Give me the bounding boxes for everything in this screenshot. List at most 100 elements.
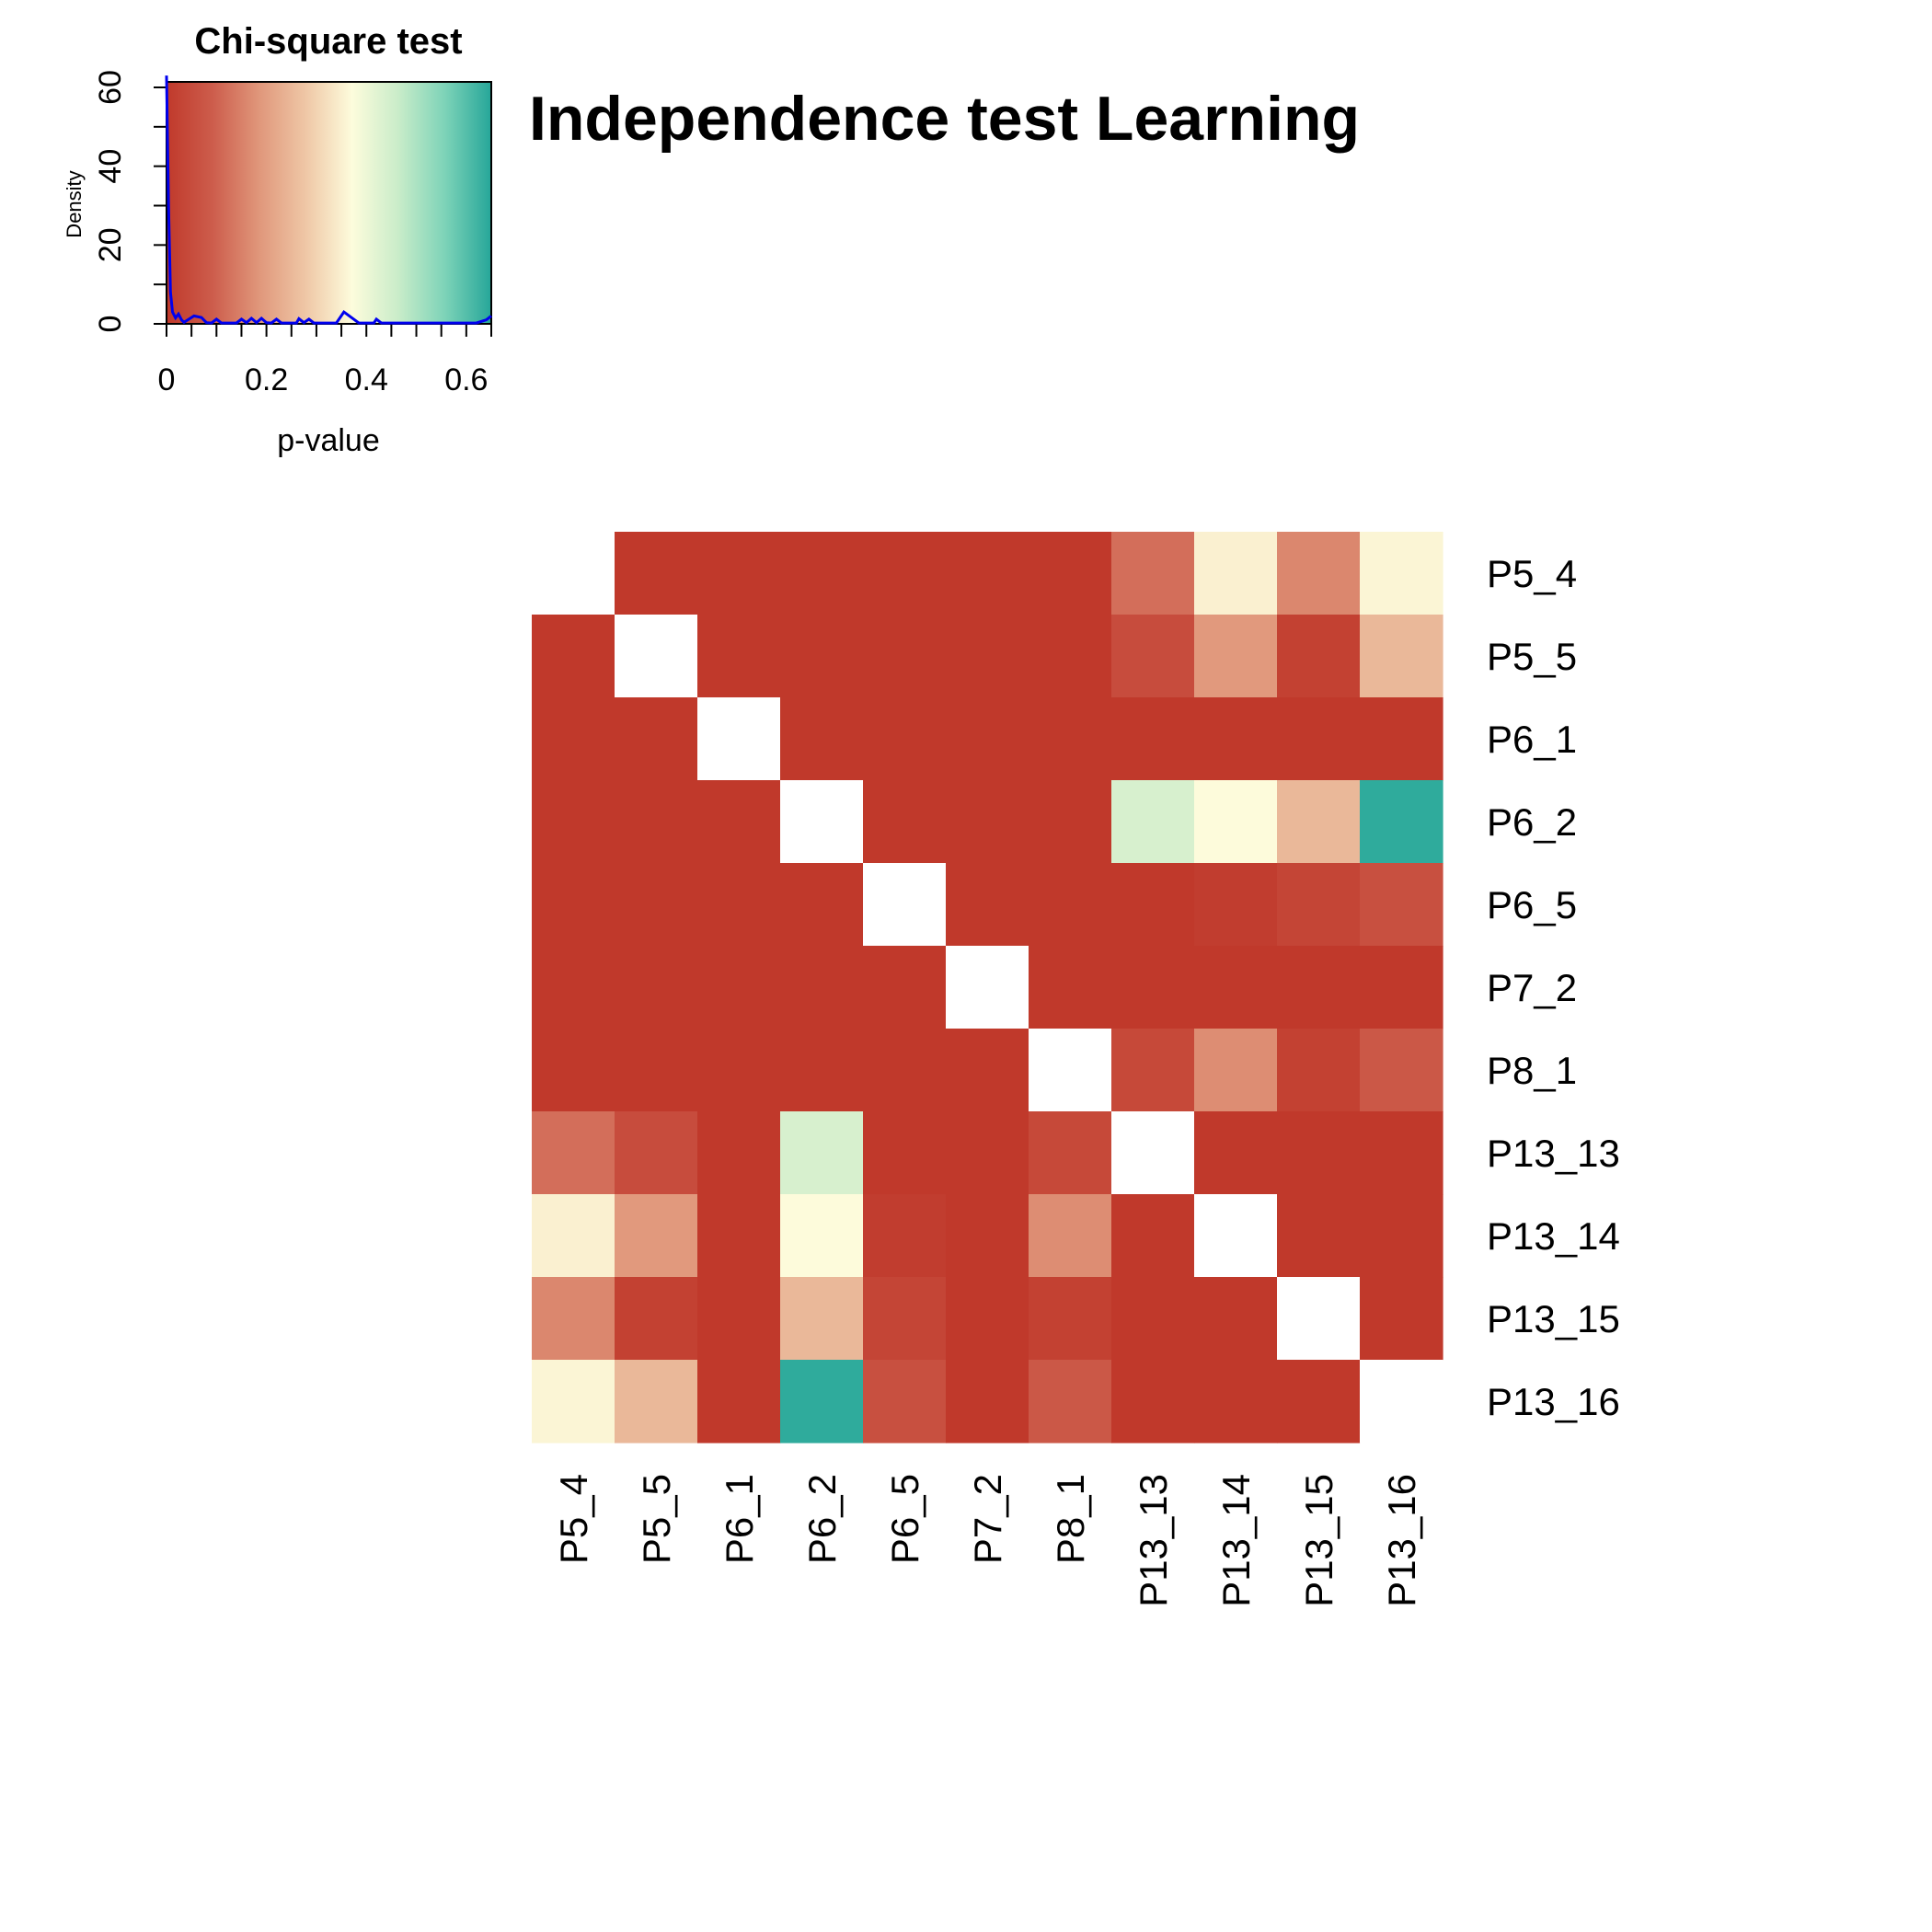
heatmap-cell: [532, 615, 615, 698]
heatmap-cell: [1029, 1360, 1112, 1443]
heatmap-cell: [946, 946, 1029, 1029]
heatmap-cell: [1029, 1194, 1112, 1278]
heatmap-cell: [1111, 1029, 1195, 1112]
heatmap-cell: [697, 615, 781, 698]
heatmap-cell: [615, 615, 698, 698]
heatmap-cell: [863, 946, 947, 1029]
heatmap-cell: [1277, 1029, 1361, 1112]
heatmap-cell: [780, 863, 864, 947]
row-label: P7_2: [1487, 966, 1577, 1009]
row-label: P6_1: [1487, 718, 1577, 761]
heatmap-cell: [1194, 1360, 1278, 1443]
column-labels: P5_4 P5_5 P6_1 P6_2 P6_5 P7_2 P8_1 P13_13 P13_14…: [552, 1474, 1423, 1607]
heatmap-cell: [532, 532, 615, 615]
key-y-tick-label: 20: [93, 227, 128, 262]
heatmap-cell: [863, 1360, 947, 1443]
row-label: P13_14: [1487, 1214, 1620, 1258]
heatmap-grid: [532, 532, 1443, 1443]
heatmap-cell: [1277, 780, 1361, 864]
heatmap-cell: [946, 1360, 1029, 1443]
density-curve: [165, 75, 492, 325]
heatmap-cell: [1111, 532, 1195, 615]
heatmap-cell: [863, 697, 947, 781]
heatmap-cell: [1194, 1277, 1278, 1361]
heatmap-cell: [946, 1194, 1029, 1278]
heatmap-cell: [1277, 532, 1361, 615]
heatmap-cell: [946, 1029, 1029, 1112]
heatmap-cell: [780, 1111, 864, 1195]
column-label: P13_13: [1132, 1474, 1175, 1607]
heatmap-cell: [863, 615, 947, 698]
heatmap-cell: [1360, 1111, 1443, 1195]
heatmap-cell: [1194, 780, 1278, 864]
heatmap-cell: [615, 697, 698, 781]
row-label: P13_13: [1487, 1132, 1620, 1175]
heatmap-cell: [697, 697, 781, 781]
heatmap-cell: [780, 615, 864, 698]
column-label: P8_1: [1049, 1474, 1092, 1564]
heatmap-cell: [532, 946, 615, 1029]
heatmap-cell: [1277, 615, 1361, 698]
heatmap-cell: [697, 863, 781, 947]
heatmap-cell: [1194, 697, 1278, 781]
heatmap-cell: [1194, 1111, 1278, 1195]
heatmap-cell: [1194, 532, 1278, 615]
heatmap-cell: [1360, 780, 1443, 864]
key-y-tick-label: 0: [93, 316, 128, 333]
heatmap-cell: [615, 1111, 698, 1195]
heatmap-cell: [1111, 1194, 1195, 1278]
color-key: Chi-square test 0 0.2 0.4 0.6 0 20 40 60 p-valu…: [63, 21, 492, 458]
heatmap-cell: [780, 1277, 864, 1361]
heatmap-cell: [1111, 1277, 1195, 1361]
heatmap-cell: [1029, 697, 1112, 781]
heatmap-cell: [1194, 1194, 1278, 1278]
heatmap-cell: [1360, 697, 1443, 781]
column-label: P6_5: [883, 1474, 926, 1564]
heatmap-cell: [1277, 863, 1361, 947]
heatmap-cell: [1029, 863, 1112, 947]
heatmap-cell: [1111, 615, 1195, 698]
heatmap-cell: [615, 1277, 698, 1361]
heatmap-cell: [615, 780, 698, 864]
heatmap-cell: [697, 1360, 781, 1443]
heatmap-cell: [780, 1029, 864, 1112]
heatmap-cell: [1194, 946, 1278, 1029]
heatmap-cell: [946, 615, 1029, 698]
heatmap-cell: [1111, 780, 1195, 864]
heatmap-cell: [697, 1277, 781, 1361]
key-x-tick-label: 0: [158, 362, 176, 397]
heatmap-cell: [1111, 946, 1195, 1029]
heatmap-cell: [1277, 1360, 1361, 1443]
key-x-tick-label: 0.4: [345, 362, 388, 397]
color-key-x-axis-label: p-value: [277, 423, 380, 458]
heatmap-cell: [1360, 1277, 1443, 1361]
heatmap-cell: [697, 1194, 781, 1278]
column-label: P5_5: [635, 1474, 678, 1564]
row-label: P13_15: [1487, 1297, 1620, 1340]
column-label: P6_2: [800, 1474, 844, 1564]
key-y-tick-label: 60: [93, 70, 128, 105]
color-key-title: Chi-square test: [194, 21, 462, 62]
key-x-tick-label: 0.6: [444, 362, 488, 397]
heatmap-cell: [1029, 946, 1112, 1029]
color-key-y-axis-label: Density: [63, 170, 86, 237]
heatmap-cell: [615, 1029, 698, 1112]
heatmap-cell: [1360, 946, 1443, 1029]
heatmap-cell: [697, 532, 781, 615]
heatmap-cell: [1029, 532, 1112, 615]
heatmap-cell: [697, 946, 781, 1029]
heatmap-cell: [946, 697, 1029, 781]
heatmap-cell: [532, 1029, 615, 1112]
heatmap-cell: [946, 532, 1029, 615]
key-x-tick-label: 0.2: [245, 362, 288, 397]
heatmap-cell: [863, 532, 947, 615]
heatmap-cell: [532, 780, 615, 864]
heatmap-cell: [1194, 863, 1278, 947]
heatmap-cell: [946, 780, 1029, 864]
heatmap-cell: [863, 1029, 947, 1112]
heatmap-cell: [780, 946, 864, 1029]
heatmap-cell: [863, 1111, 947, 1195]
column-label: P13_14: [1214, 1474, 1258, 1607]
heatmap-cell: [1277, 1277, 1361, 1361]
